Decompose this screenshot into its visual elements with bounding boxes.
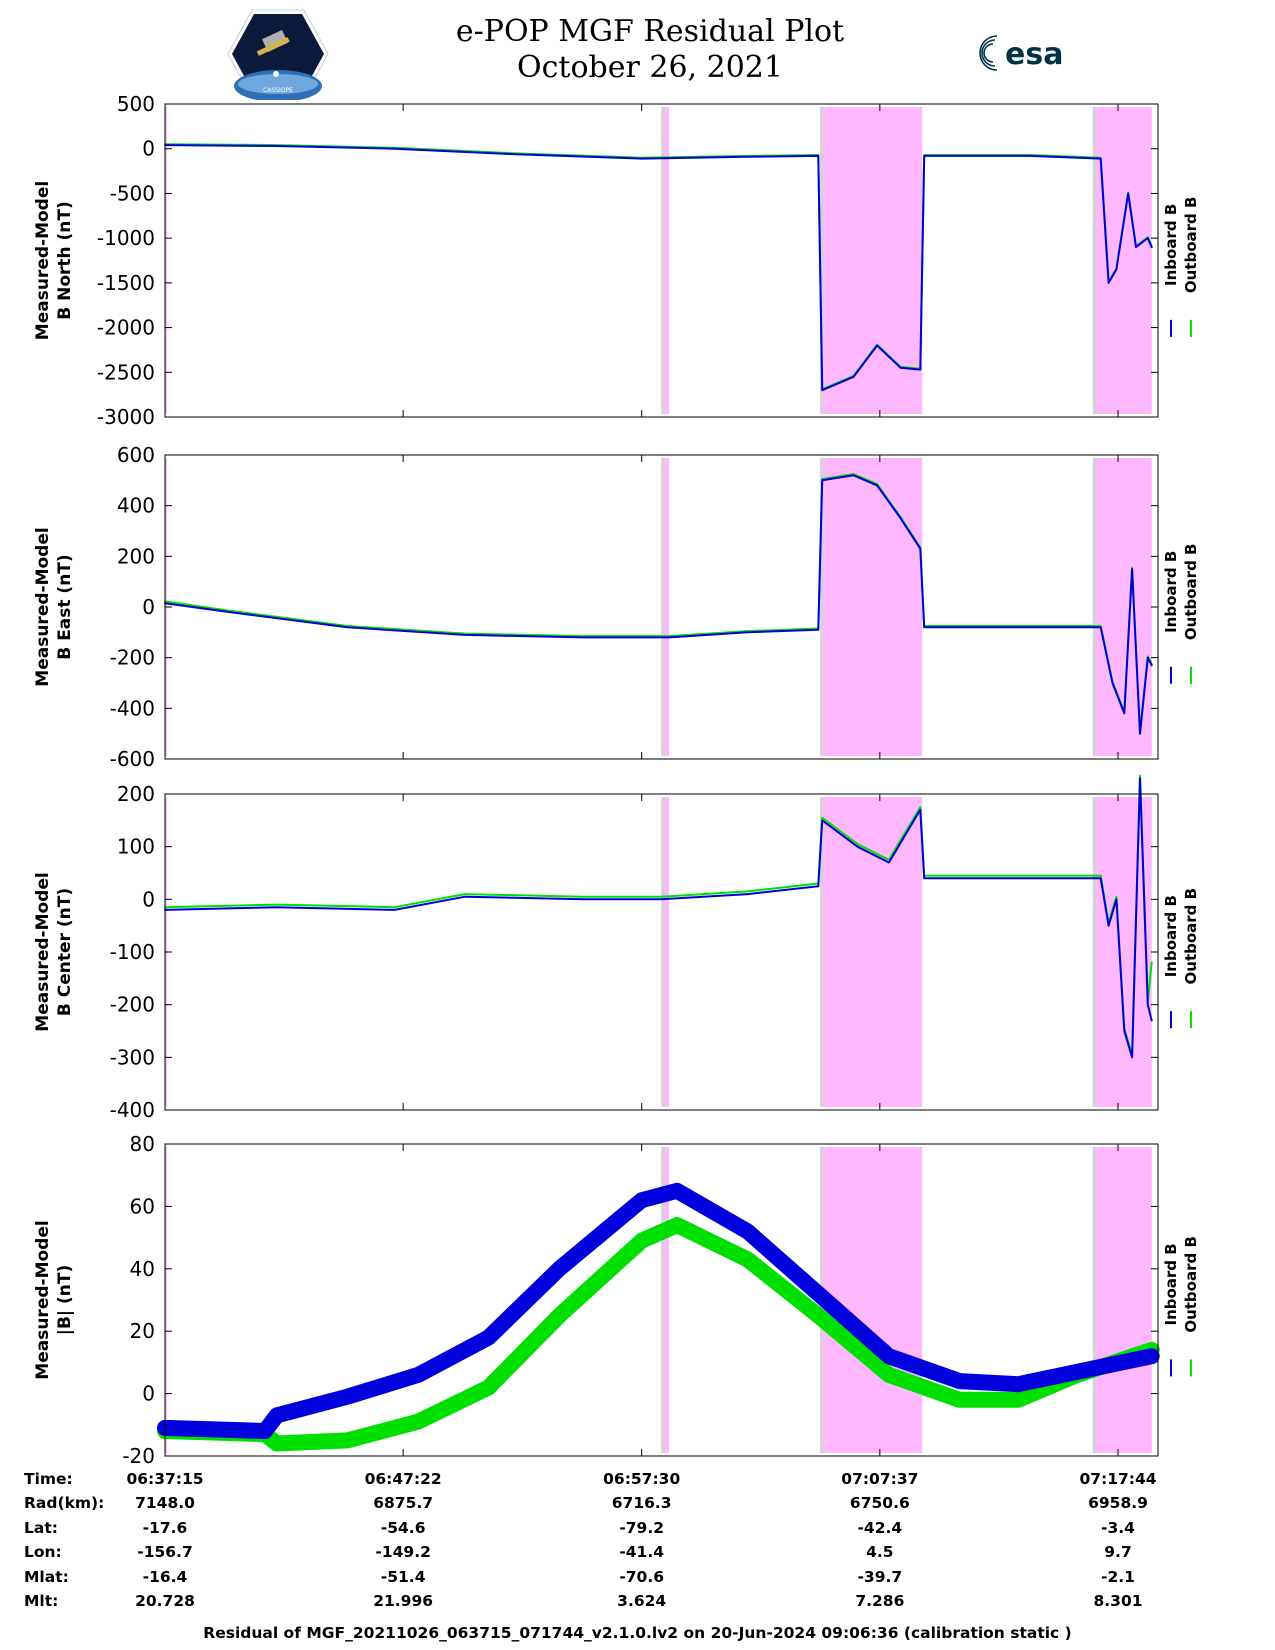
series-line-inboard: [164, 474, 1153, 735]
shaded-interval-edge: [661, 458, 665, 756]
legend-label: Outboard B: [1182, 544, 1200, 641]
shaded-interval-edge: [1092, 797, 1096, 1107]
legend-label: Inboard B: [1162, 1243, 1180, 1325]
y-tick-label: -300: [110, 1045, 155, 1069]
y-tick-label: -500: [110, 181, 155, 205]
chart-panel-1: 500 0 -500 -1000 -1500 -2000 -2500 -3000 Measure…: [33, 92, 1200, 429]
y-tick-label: 200: [117, 782, 155, 806]
shaded-interval-edge: [661, 797, 665, 1107]
legend-label: Inboard B: [1162, 204, 1180, 286]
legend: Inboard B Outboard B: [1162, 197, 1200, 337]
y-tick-label: -600: [110, 747, 155, 771]
shaded-interval-edge: [661, 1147, 665, 1453]
y-axis-label-line2: |B| (nT): [55, 1265, 75, 1336]
shaded-interval: [661, 1147, 670, 1453]
y-tick-label: -200: [110, 646, 155, 670]
shaded-interval: [661, 458, 670, 756]
y-tick-label: -400: [110, 1098, 155, 1122]
legend: Inboard B Outboard B: [1162, 1236, 1200, 1377]
legend-label: Outboard B: [1182, 197, 1200, 294]
y-tick-label: -20: [122, 1444, 155, 1468]
y-tick-label: 400: [117, 494, 155, 518]
y-tick-label: -200: [110, 993, 155, 1017]
shaded-interval-edge: [661, 107, 665, 414]
chart-panel-2: 600 400 200 0 -200 -400 -600 Measured-Model B Ea…: [33, 443, 1200, 771]
esa-logo: esa: [979, 35, 1063, 72]
shaded-interval: [661, 107, 670, 414]
y-tick-label: 80: [130, 1132, 155, 1156]
shaded-interval: [820, 797, 923, 1107]
plot-title: e-POP MGF Residual Plot October 26, 2021: [380, 14, 920, 86]
legend-label: Outboard B: [1182, 888, 1200, 985]
logo-lettering: CASSIOPE: [263, 87, 293, 94]
cassiope-satellite-logo: CASSIOPE: [227, 9, 329, 100]
esa-wordmark: esa: [1005, 37, 1063, 72]
series-line-inboard: [164, 144, 1153, 392]
title-line-1: e-POP MGF Residual Plot: [455, 14, 845, 49]
series-line-outboard: [164, 774, 1153, 1056]
y-tick-label: -400: [110, 696, 155, 720]
y-tick-label: -2000: [97, 316, 155, 340]
shaded-interval: [820, 458, 923, 756]
series-line-outboard: [157, 1217, 1160, 1452]
y-axis-label: Measured-Model |B| (nT): [33, 1220, 75, 1379]
y-axis-label-line1: Measured-Model: [33, 1220, 53, 1379]
shaded-interval-edge: [820, 107, 824, 414]
y-tick-label: 0: [142, 595, 155, 619]
y-axis-label: Measured-Model B North (nT): [33, 181, 75, 340]
shaded-interval: [1092, 1147, 1152, 1453]
y-axis-label-line1: Measured-Model: [33, 872, 53, 1031]
series-line-outboard: [164, 143, 1153, 391]
shaded-interval-edge: [1092, 1147, 1096, 1453]
y-axis-label-line1: Measured-Model: [33, 527, 53, 686]
shaded-interval: [820, 107, 923, 414]
footer-caption: Residual of MGF_20211026_063715_071744_v…: [203, 1624, 1072, 1642]
y-tick-label: -2500: [97, 360, 155, 384]
y-tick-label: -1500: [97, 271, 155, 295]
plot-frame: [164, 1143, 1159, 1457]
y-tick-label: 600: [117, 443, 155, 467]
legend: Inboard B Outboard B: [1162, 888, 1200, 1029]
y-axis-label: Measured-Model B Center (nT): [33, 872, 75, 1031]
y-tick-label: 500: [117, 92, 155, 116]
legend-label: Inboard B: [1162, 551, 1180, 633]
series-line-inboard: [164, 777, 1153, 1059]
legend-label: Inboard B: [1162, 895, 1180, 977]
y-tick-label: -100: [110, 940, 155, 964]
y-axis-label: Measured-Model B East (nT): [33, 527, 75, 686]
shaded-interval-edge: [820, 458, 824, 756]
shaded-interval-edge: [1092, 458, 1096, 756]
y-tick-label: 0: [142, 1382, 155, 1406]
y-tick-label: -1000: [97, 226, 155, 250]
series-line-outboard: [164, 473, 1153, 734]
shaded-interval-edge: [820, 797, 824, 1107]
legend-label: Outboard B: [1182, 1236, 1200, 1333]
shaded-interval: [661, 797, 670, 1107]
chart-panel-4: 80 60 40 20 0 -20 Measured-Model |B| (nT) Inboar…: [33, 1132, 1200, 1468]
title-line-2: October 26, 2021: [517, 50, 783, 85]
y-axis-label-line1: Measured-Model: [33, 181, 53, 340]
shaded-interval-edge: [1092, 107, 1096, 414]
y-tick-label: 0: [142, 137, 155, 161]
plot-frame: [164, 103, 1159, 418]
chart-panel-3: 200 100 0 -100 -200 -300 -400 Measured-Model B C…: [33, 774, 1200, 1122]
y-axis-label-line2: B North (nT): [55, 201, 75, 320]
y-axis-label-line2: B East (nT): [55, 554, 75, 659]
series-line-inboard: [157, 1182, 1160, 1439]
y-axis-label-line2: B Center (nT): [55, 888, 75, 1016]
y-tick-label: 100: [117, 835, 155, 859]
y-tick-label: 60: [130, 1194, 155, 1218]
y-tick-label: 0: [142, 887, 155, 911]
y-tick-label: 200: [117, 544, 155, 568]
shaded-interval: [1092, 107, 1152, 414]
legend: Inboard B Outboard B: [1162, 544, 1200, 684]
y-tick-label: 20: [130, 1319, 155, 1343]
y-tick-label: -3000: [97, 405, 155, 429]
y-tick-label: 40: [130, 1257, 155, 1281]
